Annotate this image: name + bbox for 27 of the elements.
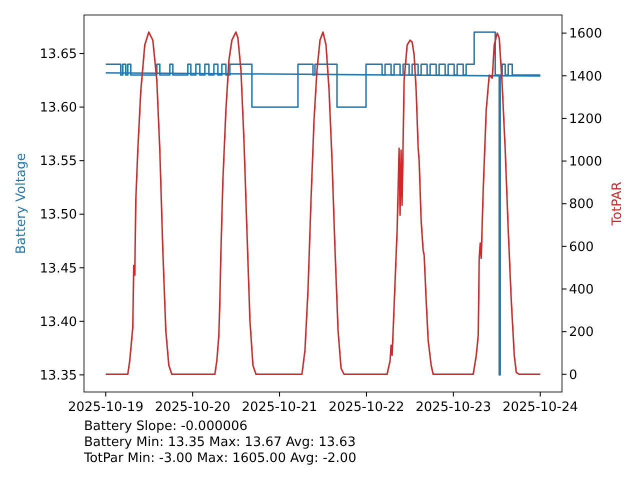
y2-tick-label: 1400 [569, 69, 602, 84]
y-tick-label: 13.50 [40, 208, 77, 223]
y2-tick-label: 1000 [569, 154, 602, 170]
x-tick-label: 2025-10-24 [502, 400, 578, 415]
y2-tick-label: 200 [569, 325, 594, 340]
y2-axis-title: TotPAR [610, 182, 625, 226]
y-tick-label: 13.60 [40, 100, 77, 116]
text: Battery Min: 13.35 Max: 13.67 Avg: 13.63 [84, 435, 356, 450]
y2-tick-label: 0 [569, 368, 578, 383]
y-tick-label: 13.65 [40, 47, 77, 62]
y-tick-label: 13.35 [40, 368, 77, 384]
text: TotPar Min: -3.00 Max: 1605.00 Avg: -2.00 [83, 451, 356, 466]
y2-tick-label: 1600 [569, 26, 602, 42]
x-tick-label: 2025-10-21 [242, 400, 318, 415]
y-tick-label: 13.55 [40, 154, 77, 170]
y2-tick-label: 400 [569, 282, 594, 298]
y2-tick-label: 1200 [569, 112, 602, 127]
text: Battery Slope: -0.000006 [84, 419, 248, 434]
x-tick-label: 2025-10-23 [416, 400, 492, 415]
y2-tick-label: 800 [569, 197, 594, 212]
y-axis-title: Battery Voltage [14, 152, 29, 254]
y2-tick-label: 600 [569, 240, 594, 255]
x-tick-label: 2025-10-20 [154, 400, 230, 415]
y-tick-label: 13.40 [40, 314, 77, 330]
y-tick-label: 13.45 [40, 261, 77, 276]
x-tick-label: 2025-10-19 [68, 400, 144, 415]
x-tick-label: 2025-10-22 [328, 400, 404, 415]
